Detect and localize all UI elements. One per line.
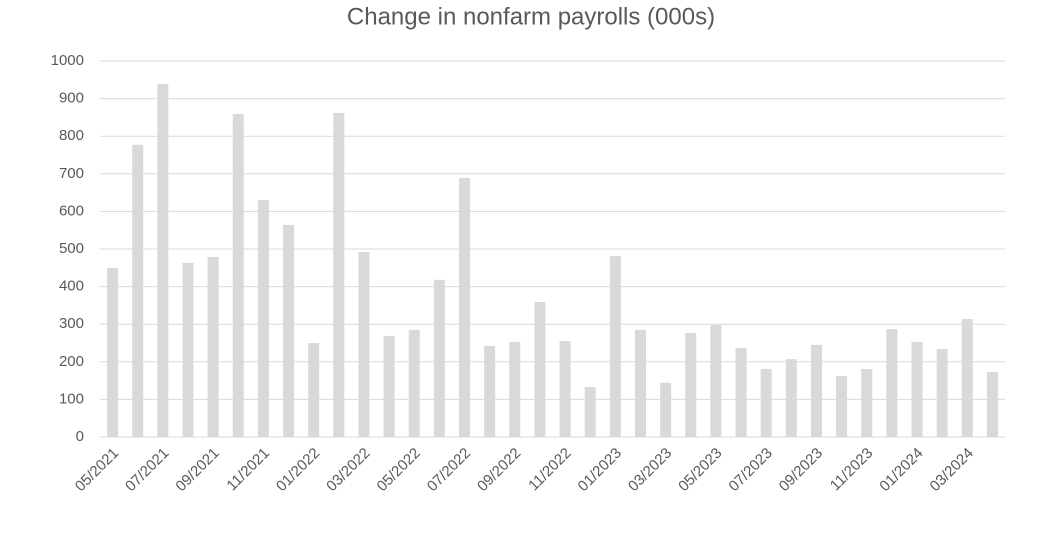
- bar: [836, 376, 848, 437]
- bar: [634, 329, 646, 437]
- x-tick-label: 05/2023: [675, 445, 725, 495]
- y-tick-label: 300: [59, 315, 84, 332]
- x-tick-label: 03/2022: [323, 445, 373, 495]
- bar: [132, 144, 144, 437]
- x-tick-label: 09/2023: [776, 445, 826, 495]
- x-tick-label: 03/2024: [927, 445, 977, 495]
- bar: [433, 279, 445, 437]
- bar: [660, 382, 672, 437]
- y-tick-label: 0: [76, 428, 84, 445]
- y-tick-label: 900: [59, 90, 84, 107]
- x-tick-label: 11/2022: [525, 445, 575, 495]
- bar: [861, 368, 873, 437]
- x-tick-label: 07/2023: [725, 445, 775, 495]
- bar: [157, 83, 169, 437]
- x-tick-label: 05/2021: [72, 445, 122, 495]
- y-tick-label: 800: [59, 127, 84, 144]
- bar: [383, 335, 395, 437]
- bar: [886, 329, 898, 437]
- bar: [207, 256, 219, 437]
- x-tick-label: 11/2021: [223, 445, 273, 495]
- bar: [760, 368, 772, 437]
- y-tick-label: 600: [59, 202, 84, 219]
- bar: [986, 371, 998, 437]
- bar: [257, 200, 269, 437]
- bar: [911, 341, 923, 437]
- x-tick-label: 03/2023: [625, 445, 675, 495]
- bar: [283, 224, 295, 437]
- bar: [232, 114, 244, 438]
- bar: [182, 262, 194, 437]
- bar: [710, 324, 722, 437]
- bar: [358, 252, 370, 437]
- bar: [961, 318, 973, 437]
- bar: [509, 341, 521, 437]
- bar: [107, 267, 119, 437]
- x-tick-label: 07/2022: [424, 445, 474, 495]
- bar: [459, 177, 471, 437]
- x-tick-label: 01/2023: [575, 445, 625, 495]
- bar: [484, 346, 496, 437]
- bar: [785, 359, 797, 437]
- bar: [936, 349, 948, 437]
- bar: [584, 386, 596, 437]
- x-tick-label: 01/2022: [273, 445, 323, 495]
- x-tick-label: 09/2022: [474, 445, 524, 495]
- y-tick-label: 500: [59, 240, 84, 257]
- x-tick-label: 01/2024: [876, 445, 926, 495]
- bar: [308, 343, 320, 437]
- bar: [685, 332, 697, 437]
- bar: [810, 344, 822, 437]
- y-tick-label: 1000: [51, 52, 84, 69]
- x-tick-label: 05/2022: [374, 445, 424, 495]
- x-tick-label: 07/2021: [122, 445, 172, 495]
- y-tick-label: 400: [59, 278, 84, 295]
- bar: [534, 302, 546, 437]
- x-tick-label: 09/2021: [172, 445, 222, 495]
- y-tick-label: 100: [59, 390, 84, 407]
- bar: [333, 112, 345, 437]
- bar: [408, 329, 420, 437]
- y-tick-label: 700: [59, 165, 84, 182]
- bar: [735, 347, 747, 437]
- y-tick-label: 200: [59, 353, 84, 370]
- chart-title: Change in nonfarm payrolls (000s): [347, 3, 715, 30]
- bar: [559, 341, 571, 437]
- bar: [609, 256, 621, 437]
- x-tick-label: 11/2023: [827, 445, 877, 495]
